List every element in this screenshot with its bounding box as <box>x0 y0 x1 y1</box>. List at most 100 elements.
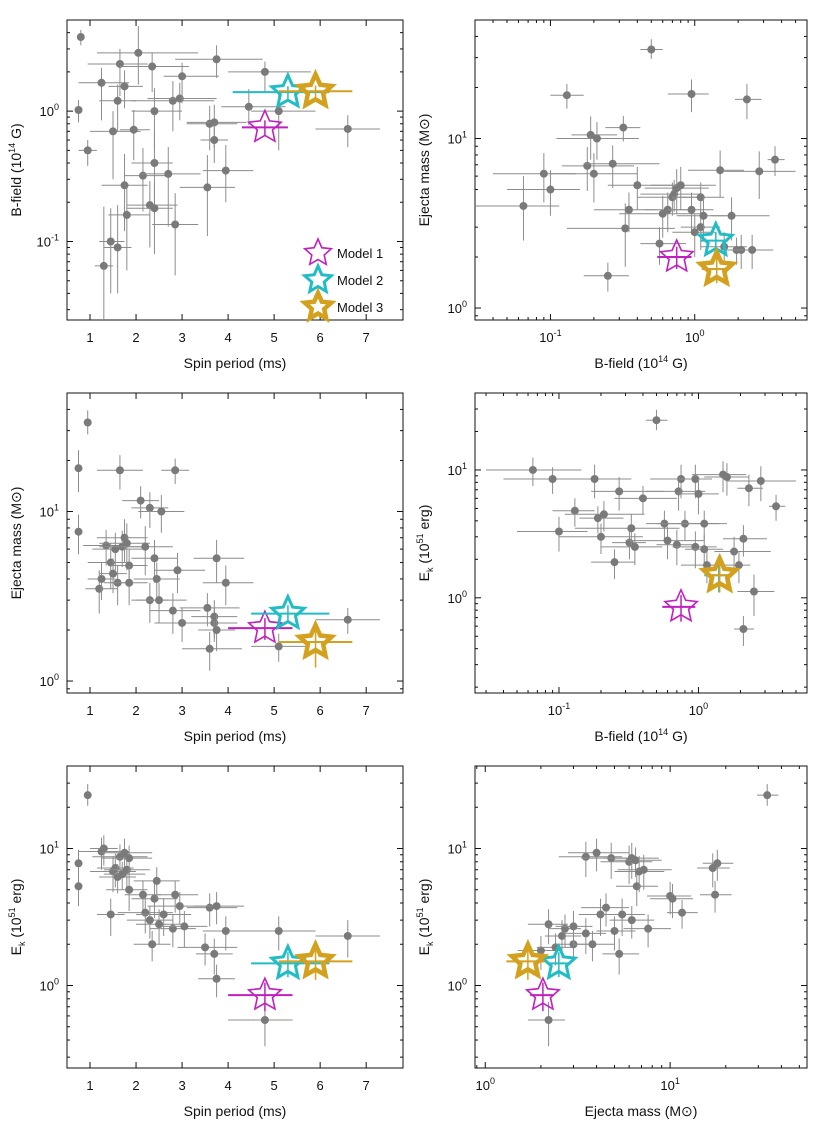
data-marker <box>106 910 115 919</box>
data-marker <box>668 894 677 903</box>
model-marker-model-3 <box>506 938 550 980</box>
data-marker <box>621 224 630 233</box>
data-marker <box>748 245 757 254</box>
data-marker <box>633 181 642 190</box>
data-point <box>536 933 574 966</box>
data-point <box>96 898 125 936</box>
data-marker <box>122 210 131 219</box>
y-tick-label: 100 <box>40 672 59 689</box>
data-point <box>697 853 730 888</box>
data-marker <box>763 791 772 800</box>
model-star <box>663 587 700 623</box>
data-marker <box>178 72 187 81</box>
data-point <box>567 838 630 872</box>
data-marker <box>639 865 648 874</box>
data-marker <box>120 181 129 190</box>
plot-frame <box>474 765 808 1069</box>
data-marker <box>544 920 553 929</box>
x-tick-label: 2 <box>132 330 139 345</box>
data-marker <box>670 190 679 199</box>
data-point <box>737 474 763 507</box>
data-point <box>602 898 645 936</box>
data-point <box>550 83 584 109</box>
data-point <box>565 918 607 954</box>
data-marker <box>343 124 352 133</box>
data-point <box>198 613 235 652</box>
data-marker <box>74 527 83 536</box>
data-marker <box>631 856 640 865</box>
data-point <box>78 67 130 121</box>
data-marker <box>343 615 352 624</box>
data-point <box>133 867 180 899</box>
x-tick-label: 7 <box>363 1078 370 1093</box>
model-marker-model-1 <box>228 976 293 1012</box>
data-marker <box>212 974 221 983</box>
data-marker <box>678 908 687 917</box>
data-marker <box>74 106 83 115</box>
data-point <box>76 29 85 46</box>
data-marker <box>155 596 164 605</box>
data-marker <box>619 123 628 132</box>
data-layer <box>475 39 796 292</box>
data-marker <box>700 545 709 554</box>
legend-entry: Model 1 <box>302 237 383 266</box>
data-marker <box>83 791 92 800</box>
data-layer <box>506 784 779 1047</box>
data-marker <box>599 510 608 519</box>
data-point <box>600 533 663 566</box>
data-point <box>699 880 732 913</box>
model-marker-model-3 <box>698 552 742 594</box>
data-marker <box>180 922 189 931</box>
data-point <box>527 1001 566 1047</box>
data-point <box>734 234 774 269</box>
data-point <box>583 262 629 292</box>
data-point <box>591 477 665 511</box>
data-marker <box>756 476 765 485</box>
data-point <box>119 52 189 93</box>
data-marker <box>638 494 647 503</box>
data-point <box>161 458 189 485</box>
data-marker <box>624 205 633 214</box>
data-point <box>550 153 638 203</box>
data-point <box>617 854 672 890</box>
plot-frame <box>474 19 808 321</box>
data-point <box>756 784 779 806</box>
data-marker <box>212 625 221 634</box>
x-tick-label: 1 <box>86 703 93 718</box>
data-marker <box>97 78 106 87</box>
data-marker <box>210 136 219 145</box>
data-marker <box>627 916 636 925</box>
x-tick-label: 4 <box>224 1078 231 1093</box>
data-marker <box>171 890 180 899</box>
data-point <box>602 938 640 975</box>
data-marker <box>727 211 736 220</box>
data-marker <box>106 237 115 246</box>
legend: Model 1 Model 2 Model 3 <box>299 237 383 323</box>
panel-ek-vs-ejecta: 100 101 100 101 Ejecta mass (M⊙) Ek (1051 erg… <box>415 765 808 1119</box>
data-point <box>556 122 639 160</box>
legend-label: Model 2 <box>337 273 383 288</box>
data-point <box>90 111 141 180</box>
data-point <box>195 938 233 975</box>
data-point <box>83 410 92 435</box>
data-marker <box>125 854 134 863</box>
data-point <box>228 1001 293 1047</box>
data-point <box>507 170 580 216</box>
data-point <box>136 898 192 936</box>
y-axis-label: Ejecta mass (M⊙) <box>416 114 432 227</box>
data-marker <box>221 578 230 587</box>
data-marker <box>630 542 639 551</box>
data-marker <box>150 554 159 563</box>
data-marker <box>274 926 283 935</box>
model-star <box>506 938 550 980</box>
data-point <box>672 213 716 257</box>
data-point <box>193 892 245 925</box>
data-point <box>74 871 83 907</box>
panel-ek-vs-spin: 1 2 3 4 5 6 7 100 101 Spin period (ms) Ek (1051 er… <box>7 765 404 1119</box>
data-point <box>126 183 173 255</box>
data-marker <box>592 848 601 857</box>
model-star <box>658 238 695 273</box>
data-point <box>228 61 311 93</box>
data-marker <box>696 223 705 232</box>
